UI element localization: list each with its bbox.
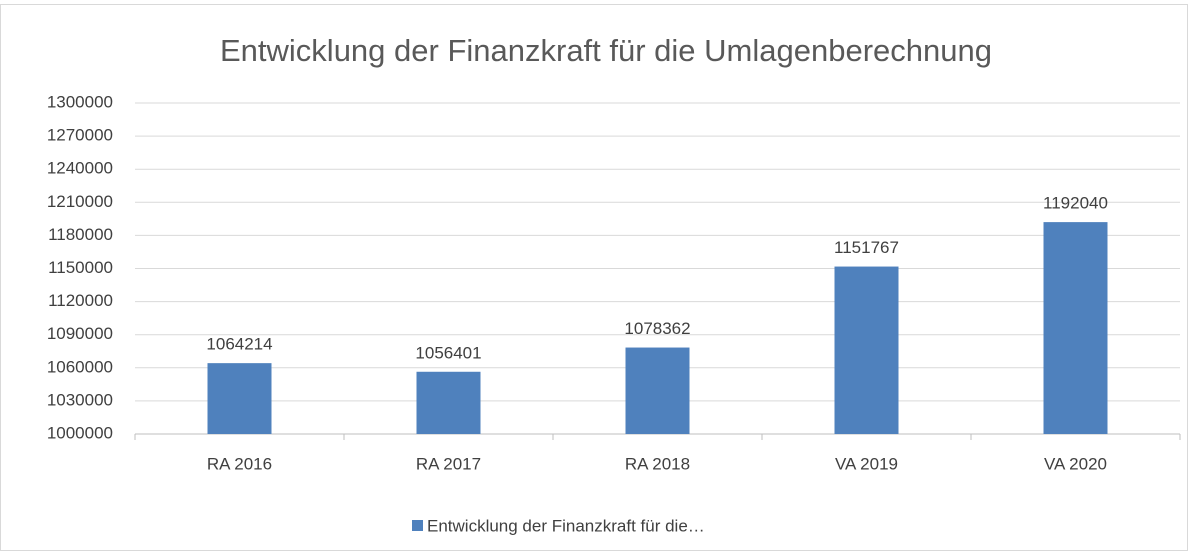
y-tick-label: 1120000	[48, 291, 113, 310]
x-tick-label: RA 2018	[625, 454, 690, 473]
data-label: 1151767	[834, 238, 899, 257]
y-tick-label: 1180000	[48, 225, 113, 244]
legend-swatch	[412, 520, 423, 531]
y-tick-label: 1060000	[47, 357, 113, 376]
bar	[1043, 222, 1108, 434]
x-tick-label: RA 2017	[416, 454, 481, 473]
data-label: 1056401	[415, 343, 481, 362]
y-tick-label: 1270000	[47, 126, 113, 145]
chart-frame	[0, 4, 1188, 551]
y-tick-label: 1090000	[47, 324, 113, 343]
bar	[834, 266, 899, 434]
bar	[207, 363, 272, 434]
legend-label: Entwicklung der Finanzkraft für die…	[427, 516, 705, 535]
data-label: 1192040	[1043, 194, 1108, 213]
y-tick-label: 1300000	[47, 92, 113, 111]
y-tick-label: 1210000	[47, 192, 113, 211]
data-label: 1078362	[624, 319, 690, 338]
bar	[416, 371, 481, 434]
y-tick-label: 1030000	[47, 390, 113, 409]
x-tick-label: RA 2016	[207, 454, 272, 473]
y-tick-label: 1000000	[47, 423, 113, 442]
x-tick-label: VA 2020	[1044, 454, 1107, 473]
x-tick-label: VA 2019	[835, 454, 898, 473]
data-label: 1064214	[206, 335, 272, 354]
y-tick-label: 1240000	[47, 159, 113, 178]
chart-title: Entwicklung der Finanzkraft für die Umla…	[220, 33, 992, 68]
bar	[625, 347, 690, 434]
y-tick-label: 1150000	[48, 258, 113, 277]
